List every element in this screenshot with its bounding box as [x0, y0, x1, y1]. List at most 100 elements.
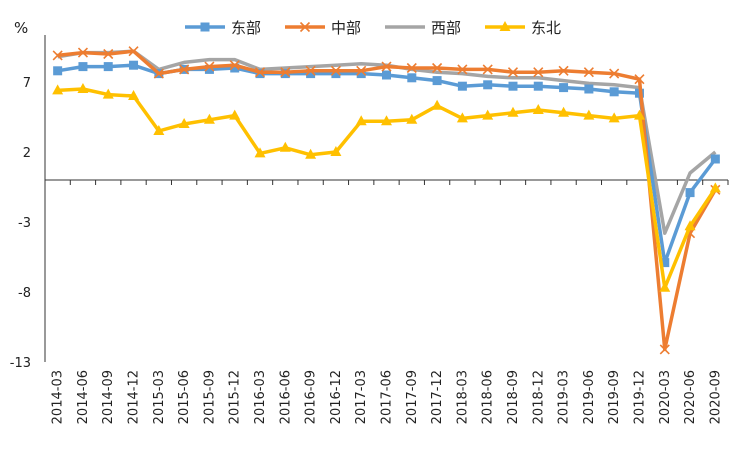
data-point [634, 74, 645, 85]
data-point [77, 83, 89, 93]
data-point [407, 73, 417, 83]
data-point [609, 68, 620, 79]
data-point [382, 70, 391, 80]
series-3 [52, 83, 721, 292]
legend-marker [200, 22, 210, 32]
data-point [103, 48, 114, 60]
y-tick-label: 7 [23, 76, 31, 91]
x-tick-label: 2017-03 [354, 370, 369, 424]
legend-label: 中部 [331, 19, 361, 37]
data-point [685, 188, 695, 198]
y-tick-label: -13 [10, 356, 31, 371]
data-point [129, 60, 139, 70]
x-tick-label: 2020-03 [658, 370, 673, 424]
data-point [709, 182, 721, 193]
data-point [456, 112, 468, 123]
data-point [330, 146, 342, 156]
legend-marker [499, 21, 511, 31]
y-tick-label: -3 [18, 216, 31, 231]
x-tick-label: 2016-03 [253, 370, 268, 424]
x-tick-label: 2018-12 [531, 370, 546, 424]
x-tick-label: 2019-03 [557, 370, 572, 424]
data-point [431, 99, 443, 110]
x-tick-label: 2018-03 [455, 370, 470, 424]
data-point [659, 344, 670, 355]
data-point [254, 147, 266, 158]
x-tick-label: 2016-09 [304, 370, 319, 424]
axes [44, 35, 729, 362]
x-tick-label: 2015-06 [177, 370, 192, 424]
x-tick-label: 2017-06 [380, 370, 395, 424]
data-point [482, 109, 494, 120]
data-point [356, 69, 366, 79]
x-tick-label: 2017-12 [430, 370, 445, 424]
series-0 [53, 60, 720, 268]
data-point [482, 64, 493, 75]
x-tick-label: 2020-09 [708, 370, 723, 424]
data-point [280, 67, 291, 78]
data-point [52, 84, 64, 95]
data-point [153, 125, 165, 135]
x-axis-ticks: 2014-03 2014-06 2014-09 2014-12 2015-03 2015-… [51, 370, 724, 424]
data-point [204, 61, 215, 72]
legend-item: 中部 [285, 19, 361, 37]
data-point [532, 104, 544, 114]
data-point [306, 69, 316, 79]
y-tick-label: -8 [18, 286, 31, 301]
data-point [230, 63, 240, 73]
data-point [558, 106, 570, 117]
data-point [128, 90, 140, 100]
data-point [583, 67, 594, 78]
data-point [279, 141, 291, 152]
data-point [356, 65, 367, 76]
legend-item: 东北 [485, 19, 561, 37]
x-tick-label: 2019-06 [582, 370, 597, 424]
data-point [533, 67, 544, 78]
data-point [584, 84, 594, 94]
data-point [633, 109, 645, 120]
data-point [483, 80, 493, 90]
series-layer [52, 46, 721, 355]
data-point [406, 62, 417, 74]
data-point [178, 118, 190, 128]
data-point [254, 67, 266, 78]
x-tick-label: 2016-12 [329, 370, 344, 424]
legend-item: 东部 [185, 19, 261, 37]
data-point [381, 115, 392, 126]
data-point [608, 112, 620, 123]
data-point [609, 87, 619, 97]
data-point [53, 66, 63, 76]
data-point [533, 81, 543, 91]
x-tick-label: 2015-09 [202, 370, 217, 424]
data-point [381, 61, 392, 72]
data-point [559, 83, 569, 93]
data-point [508, 81, 518, 91]
x-tick-label: 2018-06 [481, 370, 496, 424]
legend-label: 东北 [531, 19, 561, 37]
data-point [229, 109, 241, 120]
data-point [457, 81, 467, 91]
data-point [660, 258, 670, 268]
legend-label: 东部 [231, 19, 261, 37]
data-point [355, 115, 367, 126]
legend: 东部 中部 西部 东北 [185, 19, 561, 37]
y-axis-unit-label: % [14, 19, 28, 37]
data-point [659, 281, 671, 292]
x-tick-label: 2019-09 [607, 370, 622, 424]
data-point [204, 64, 214, 74]
data-point [78, 62, 88, 72]
x-tick-label: 2020-06 [683, 370, 698, 424]
x-tick-label: 2014-12 [127, 370, 142, 424]
data-point [77, 47, 89, 58]
data-point [179, 64, 190, 75]
data-point [558, 65, 569, 76]
data-point [102, 88, 114, 99]
data-point [103, 62, 113, 72]
data-point [406, 113, 418, 124]
data-point [229, 60, 240, 71]
data-point [128, 46, 139, 57]
x-tick-label: 2014-09 [101, 370, 116, 424]
data-point [507, 67, 519, 78]
x-tick-label: 2015-12 [228, 370, 243, 424]
x-tick-label: 2014-03 [51, 370, 66, 424]
